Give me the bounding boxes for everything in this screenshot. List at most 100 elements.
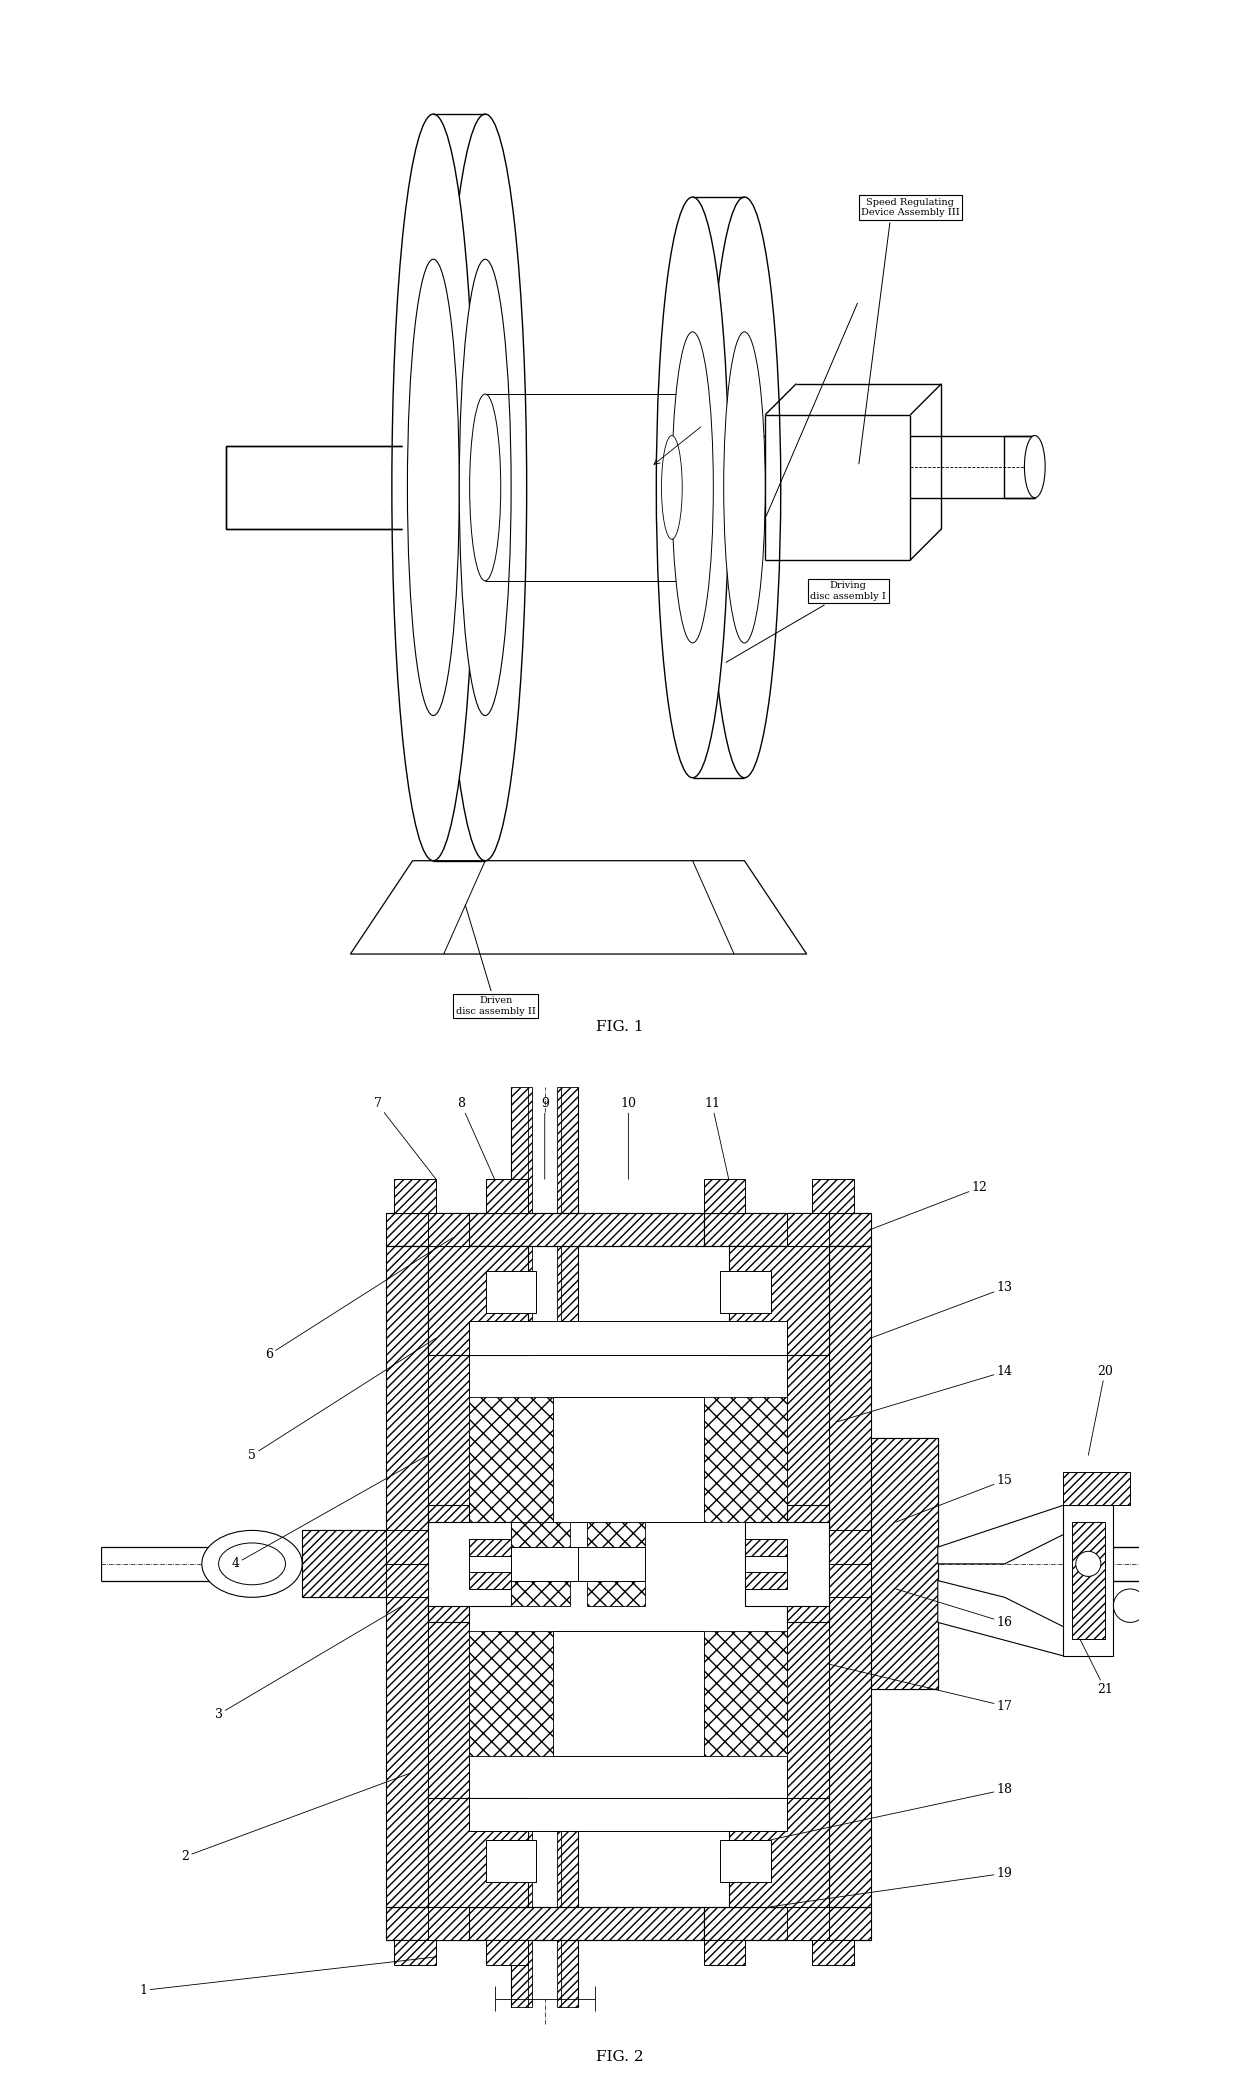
Bar — [587, 1522, 645, 1605]
Text: 14: 14 — [837, 1365, 1013, 1421]
Bar — [386, 1906, 703, 1939]
Ellipse shape — [408, 259, 459, 716]
Bar — [578, 1547, 645, 1580]
Bar — [428, 1522, 511, 1605]
Bar — [703, 1630, 787, 1757]
Bar — [787, 1213, 830, 1246]
Bar — [703, 1213, 870, 1246]
Bar — [428, 1506, 470, 1622]
Text: 20: 20 — [1089, 1365, 1114, 1456]
Bar — [812, 1939, 854, 1966]
Bar — [703, 1939, 745, 1966]
Ellipse shape — [672, 332, 713, 643]
Bar — [428, 1798, 528, 1906]
Bar — [386, 1564, 428, 1597]
Bar — [386, 1213, 703, 1246]
Text: FIG. 2: FIG. 2 — [596, 2051, 644, 2064]
Text: 19: 19 — [770, 1867, 1013, 1906]
Bar — [511, 1547, 578, 1580]
Bar — [1071, 1522, 1105, 1638]
Bar — [428, 1213, 470, 1246]
Text: 12: 12 — [870, 1180, 987, 1230]
Bar — [870, 1439, 937, 1690]
Text: Driving
disc assembly I: Driving disc assembly I — [727, 581, 887, 662]
Bar — [703, 1396, 787, 1522]
Text: 21: 21 — [1080, 1638, 1114, 1697]
Ellipse shape — [459, 259, 511, 716]
Text: Speed Regulating
Device Assembly III: Speed Regulating Device Assembly III — [859, 197, 960, 465]
Bar — [470, 1396, 553, 1522]
Text: 7: 7 — [373, 1097, 436, 1180]
Ellipse shape — [656, 197, 729, 778]
Ellipse shape — [392, 114, 475, 861]
Bar — [720, 1840, 770, 1881]
Bar — [787, 1354, 830, 1798]
Ellipse shape — [1024, 436, 1045, 498]
Bar — [703, 1906, 870, 1939]
Ellipse shape — [661, 436, 682, 539]
Bar — [703, 1180, 745, 1213]
Ellipse shape — [218, 1543, 285, 1585]
Text: 13: 13 — [870, 1282, 1013, 1338]
Bar — [511, 1522, 570, 1605]
Bar — [729, 1246, 830, 1354]
Bar — [303, 1531, 386, 1597]
Bar — [486, 1840, 537, 1881]
Bar — [553, 1630, 703, 1757]
Text: 18: 18 — [770, 1784, 1013, 1840]
Bar — [428, 1354, 470, 1798]
Bar — [470, 1539, 511, 1589]
Ellipse shape — [724, 332, 765, 643]
Bar — [1063, 1473, 1130, 1506]
Bar — [787, 1506, 830, 1622]
Text: 3: 3 — [215, 1605, 403, 1721]
Bar — [470, 1354, 787, 1798]
Bar — [386, 1246, 428, 1906]
Bar — [729, 1798, 830, 1906]
Bar — [486, 1180, 528, 1213]
Bar — [812, 1180, 854, 1213]
Bar — [428, 1246, 528, 1354]
Ellipse shape — [444, 114, 527, 861]
Bar — [470, 1798, 787, 1831]
Bar — [386, 1531, 428, 1564]
Ellipse shape — [470, 394, 501, 581]
Bar — [428, 1906, 470, 1939]
Ellipse shape — [202, 1531, 303, 1597]
Text: 17: 17 — [830, 1663, 1013, 1713]
Bar — [486, 1939, 528, 1966]
Ellipse shape — [1114, 1589, 1147, 1622]
Bar — [470, 1630, 553, 1757]
Text: 10: 10 — [620, 1097, 636, 1180]
Bar — [511, 1087, 532, 2008]
Bar — [745, 1556, 787, 1572]
Polygon shape — [937, 1506, 1089, 1564]
Bar — [830, 1246, 870, 1906]
Bar — [486, 1271, 537, 1313]
Bar — [720, 1271, 770, 1313]
Bar — [470, 1321, 787, 1354]
Text: 9: 9 — [541, 1097, 548, 1180]
Text: 15: 15 — [897, 1475, 1013, 1522]
Bar — [830, 1531, 870, 1564]
Text: 8: 8 — [458, 1097, 495, 1180]
Text: 6: 6 — [265, 1238, 453, 1361]
Bar — [830, 1564, 870, 1597]
Text: FIG. 1: FIG. 1 — [596, 1020, 644, 1033]
Text: 1: 1 — [139, 1958, 436, 1997]
Bar — [553, 1396, 703, 1522]
Text: 4: 4 — [232, 1456, 428, 1570]
Polygon shape — [351, 861, 807, 954]
Bar — [745, 1539, 787, 1589]
Bar — [394, 1939, 436, 1966]
Bar — [1063, 1506, 1114, 1655]
Ellipse shape — [708, 197, 781, 778]
Text: 2: 2 — [181, 1773, 410, 1862]
Bar — [394, 1180, 436, 1213]
Bar — [787, 1906, 830, 1939]
Bar — [470, 1556, 511, 1572]
Bar — [557, 1087, 578, 2008]
Text: 11: 11 — [704, 1097, 729, 1180]
Text: 5: 5 — [248, 1338, 436, 1462]
Polygon shape — [937, 1580, 1089, 1655]
